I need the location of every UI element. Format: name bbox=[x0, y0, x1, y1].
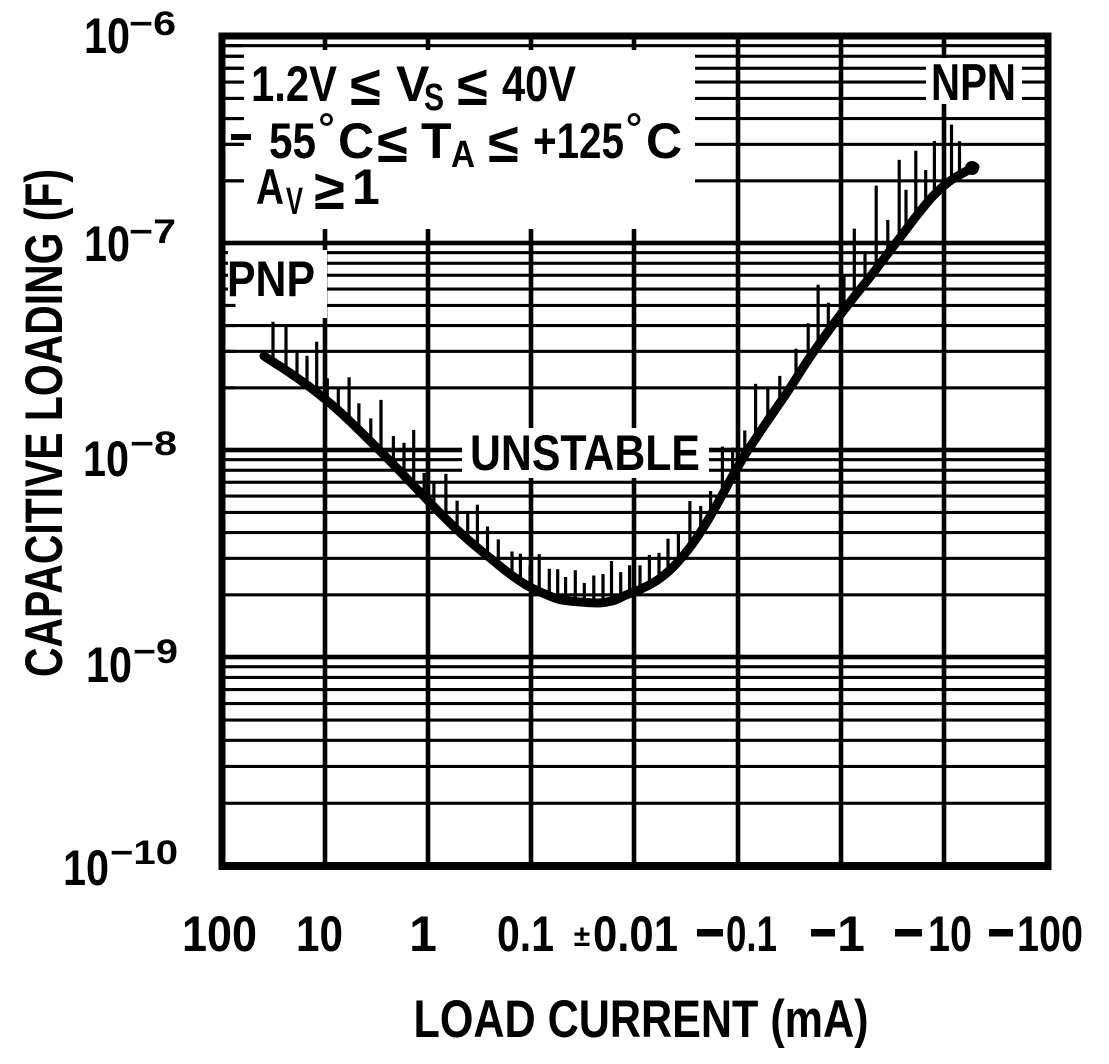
svg-text:+125: +125 bbox=[533, 113, 624, 169]
svg-text:10: 10 bbox=[928, 906, 972, 962]
svg-text:1: 1 bbox=[837, 906, 865, 962]
svg-text:V: V bbox=[286, 181, 303, 223]
svg-text:≤: ≤ bbox=[377, 111, 408, 174]
svg-text:±: ± bbox=[574, 920, 590, 953]
svg-text:−10: −10 bbox=[110, 834, 178, 872]
svg-text:−6: −6 bbox=[129, 5, 176, 43]
svg-text:C: C bbox=[646, 113, 682, 169]
svg-text:0.01: 0.01 bbox=[593, 906, 678, 962]
svg-text:1: 1 bbox=[352, 159, 380, 215]
svg-text:0.1: 0.1 bbox=[497, 906, 554, 962]
svg-text:−7: −7 bbox=[129, 213, 176, 251]
svg-text:100: 100 bbox=[1017, 906, 1083, 962]
svg-text:V: V bbox=[396, 56, 430, 112]
svg-text:10: 10 bbox=[84, 8, 130, 64]
svg-text:10: 10 bbox=[296, 906, 343, 962]
svg-text:10: 10 bbox=[86, 637, 132, 693]
svg-text:40V: 40V bbox=[502, 56, 577, 112]
svg-text:1.2V: 1.2V bbox=[251, 56, 338, 112]
svg-text:10: 10 bbox=[63, 840, 109, 896]
svg-text:NPN: NPN bbox=[931, 54, 1016, 112]
svg-text:100: 100 bbox=[182, 906, 257, 962]
svg-text:PNP: PNP bbox=[227, 251, 315, 307]
svg-text:S: S bbox=[424, 77, 444, 119]
svg-text:A: A bbox=[451, 134, 475, 176]
svg-text:−8: −8 bbox=[130, 425, 177, 463]
svg-text:1: 1 bbox=[409, 906, 437, 962]
svg-text:A: A bbox=[256, 159, 284, 215]
svg-text:55: 55 bbox=[269, 113, 316, 169]
svg-text:LOAD CURRENT (mA): LOAD CURRENT (mA) bbox=[414, 990, 869, 1049]
svg-text:T: T bbox=[421, 113, 452, 169]
svg-text:UNSTABLE: UNSTABLE bbox=[470, 425, 700, 481]
svg-text:0.1: 0.1 bbox=[726, 906, 777, 962]
svg-text:≤: ≤ bbox=[457, 54, 488, 117]
svg-text:≤: ≤ bbox=[488, 111, 519, 174]
svg-text:CAPACITIVE LOADING (F): CAPACITIVE LOADING (F) bbox=[15, 169, 74, 677]
svg-text:C: C bbox=[338, 113, 374, 169]
svg-text:≥: ≥ bbox=[314, 158, 345, 221]
svg-text:≤: ≤ bbox=[350, 54, 381, 117]
svg-text:−9: −9 bbox=[133, 633, 178, 671]
svg-text:10: 10 bbox=[83, 431, 129, 487]
svg-text:10: 10 bbox=[84, 216, 130, 272]
